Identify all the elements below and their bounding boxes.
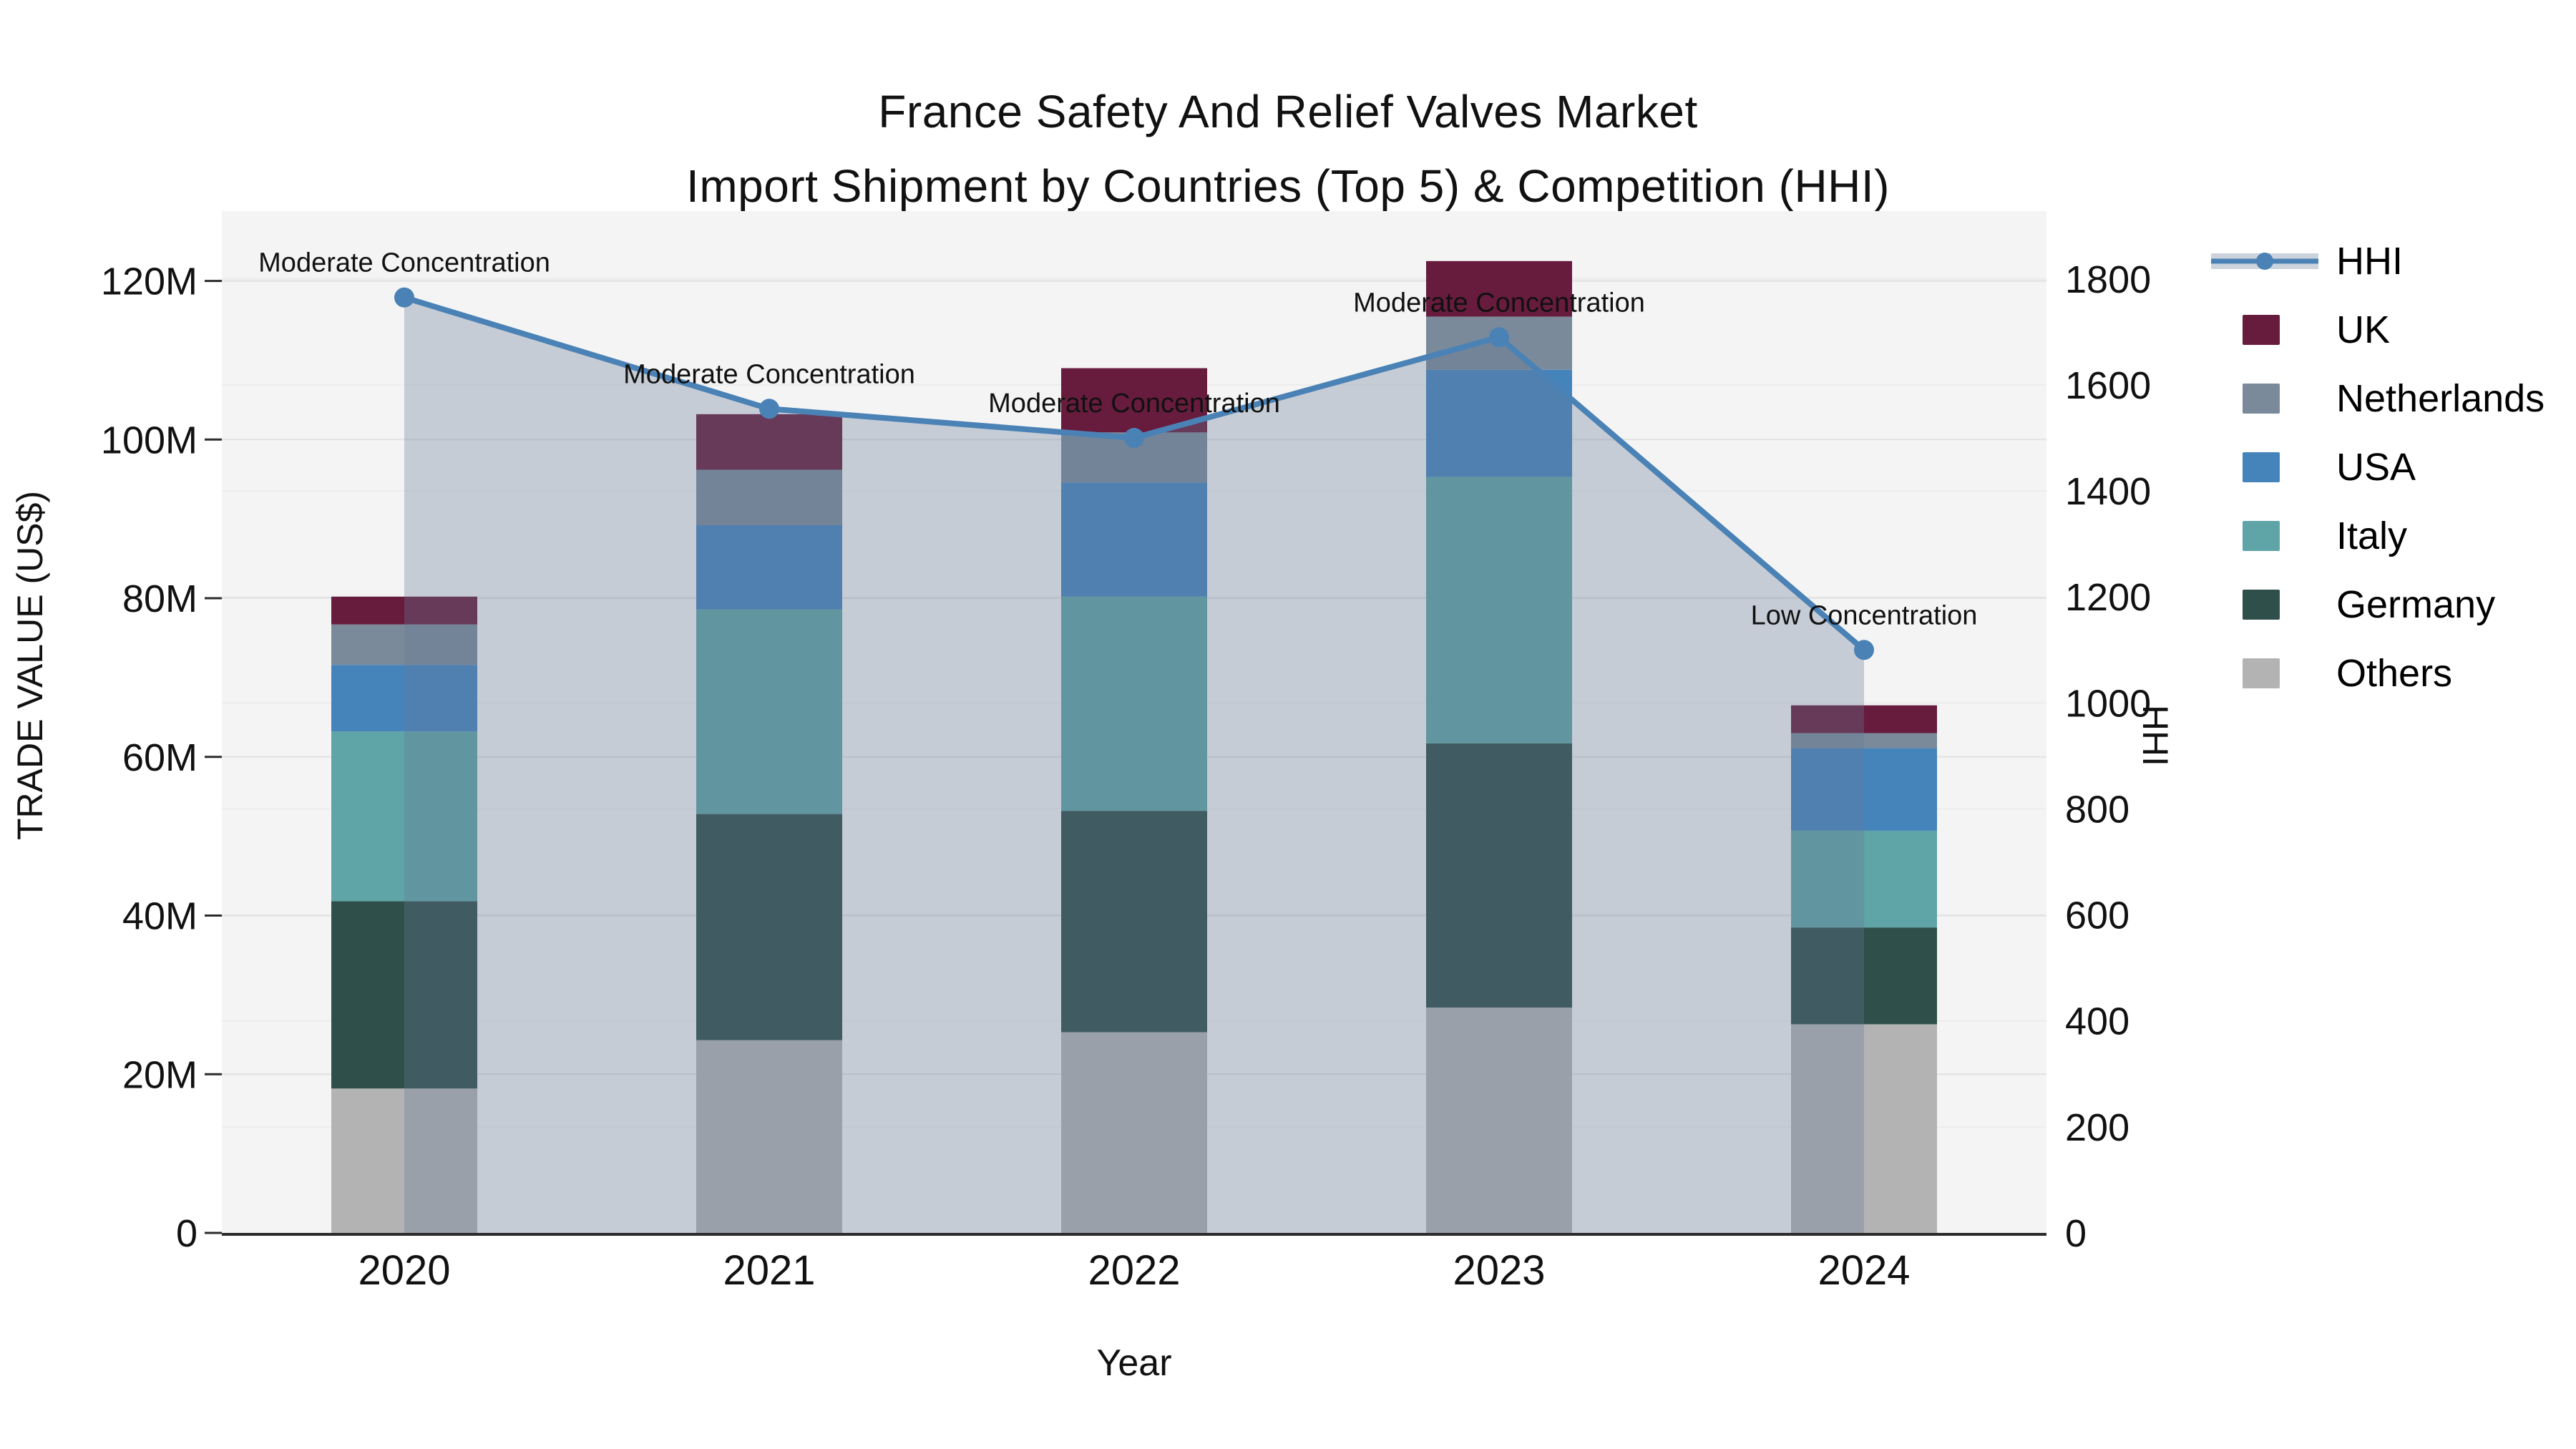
hhi-point-2023[interactable] (1489, 327, 1509, 348)
chart-title-line1: France Safety And Relief Valves Market (878, 86, 1698, 137)
bar-usa-2024[interactable] (1791, 748, 1937, 831)
legend-item-usa[interactable]: USA (2207, 433, 2545, 502)
bar-italy-2020[interactable] (331, 731, 477, 902)
bar-netherlands-2024[interactable] (1791, 733, 1937, 748)
bar-uk-2020[interactable] (331, 596, 477, 625)
legend-swatch-icon (2207, 658, 2322, 688)
annotation-2021: Moderate Concentration (623, 359, 915, 389)
bar-others-2021[interactable] (696, 1040, 842, 1233)
legend-item-netherlands[interactable]: Netherlands (2207, 364, 2545, 433)
bar-others-2020[interactable] (331, 1088, 477, 1233)
legend-swatch-icon (2207, 315, 2322, 345)
bar-germany-2024[interactable] (1791, 927, 1937, 1025)
bar-others-2022[interactable] (1061, 1032, 1207, 1234)
hhi-point-2024[interactable] (1854, 640, 1874, 660)
bar-germany-2023[interactable] (1426, 743, 1572, 1008)
swatch-germany (2243, 590, 2280, 620)
bar-usa-2023[interactable] (1426, 369, 1572, 477)
legend-label-usa: USA (2336, 446, 2416, 489)
y-axis-title-left: TRADE VALUE (US$) (10, 490, 50, 841)
swatch-uk (2243, 315, 2280, 345)
x-axis-title: Year (1096, 1342, 1172, 1384)
annotation-2023: Moderate Concentration (1353, 288, 1645, 318)
annotation-2024: Low Concentration (1751, 600, 1978, 630)
bar-italy-2023[interactable] (1426, 477, 1572, 743)
x-tick-label-2021: 2021 (723, 1247, 815, 1294)
y-tick-label-right-1200: 1200 (2065, 576, 2151, 619)
legend-label-germany: Germany (2336, 583, 2496, 626)
legend-item-italy[interactable]: Italy (2207, 502, 2545, 570)
swatch-italy (2243, 521, 2280, 551)
y-tick-label-left-60M: 60M (122, 736, 197, 779)
y-tick-label-left-120M: 120M (101, 260, 197, 303)
y-tick-label-right-200: 200 (2065, 1106, 2129, 1149)
bar-uk-2023[interactable] (1426, 260, 1572, 317)
legend-label-hhi: HHI (2336, 240, 2403, 283)
legend-label-italy: Italy (2336, 514, 2408, 557)
annotation-2020: Moderate Concentration (258, 248, 550, 278)
x-tick-label-2022: 2022 (1088, 1247, 1180, 1294)
hhi-area-fill (404, 297, 1864, 1233)
y-tick-label-left-20M: 20M (122, 1053, 197, 1096)
chart-title: France Safety And Relief Valves Market I… (0, 74, 2576, 223)
legend-swatch-icon (2207, 521, 2322, 551)
x-tick-label-2023: 2023 (1453, 1247, 1545, 1294)
y-tick-label-right-1800: 1800 (2065, 258, 2151, 301)
y-tick-label-left-100M: 100M (101, 419, 197, 462)
legend-item-hhi[interactable]: HHI (2207, 227, 2545, 296)
y-tick-label-left-80M: 80M (122, 577, 197, 620)
bar-usa-2022[interactable] (1061, 482, 1207, 597)
bar-italy-2021[interactable] (696, 609, 842, 814)
x-tick-label-2024: 2024 (1818, 1247, 1910, 1294)
y-tick-label-left-0: 0 (176, 1212, 197, 1255)
bar-usa-2021[interactable] (696, 525, 842, 610)
swatch-usa (2243, 452, 2280, 482)
legend-swatch-icon (2207, 452, 2322, 482)
legend-item-others[interactable]: Others (2207, 639, 2545, 708)
x-tick-label-2020: 2020 (358, 1247, 450, 1294)
hhi-point-2022[interactable] (1124, 428, 1144, 449)
y-tick-label-right-1400: 1400 (2065, 470, 2151, 513)
bar-uk-2021[interactable] (696, 414, 842, 470)
legend-item-uk[interactable]: UK (2207, 296, 2545, 364)
y-tick-label-right-1600: 1600 (2065, 364, 2151, 407)
legend-swatch-icon (2207, 590, 2322, 620)
hhi-line-swatch-icon (2207, 245, 2322, 277)
bar-netherlands-2021[interactable] (696, 469, 842, 526)
y-axis-title-right: HHI (2135, 704, 2175, 767)
bar-germany-2020[interactable] (331, 901, 477, 1089)
bar-usa-2020[interactable] (331, 665, 477, 732)
y-tick-label-right-0: 0 (2065, 1212, 2087, 1255)
legend-swatch-icon (2207, 384, 2322, 414)
y-tick-label-right-800: 800 (2065, 788, 2129, 831)
y-tick-label-right-400: 400 (2065, 1000, 2129, 1043)
bar-uk-2024[interactable] (1791, 705, 1937, 733)
bar-others-2023[interactable] (1426, 1008, 1572, 1233)
legend-label-others: Others (2336, 652, 2453, 695)
legend-label-netherlands: Netherlands (2336, 377, 2545, 420)
swatch-netherlands (2243, 384, 2280, 414)
bar-italy-2024[interactable] (1791, 830, 1937, 928)
legend-item-germany[interactable]: Germany (2207, 570, 2545, 639)
y-tick-label-left-40M: 40M (122, 895, 197, 938)
hhi-point-2020[interactable] (394, 287, 414, 308)
y-tick-label-right-600: 600 (2065, 894, 2129, 937)
bar-germany-2022[interactable] (1061, 811, 1207, 1033)
legend: HHI UK Netherlands USA Italy Germany Others (2207, 227, 2545, 708)
bar-netherlands-2020[interactable] (331, 624, 477, 665)
legend-label-uk: UK (2336, 308, 2391, 351)
bar-italy-2022[interactable] (1061, 596, 1207, 811)
bar-germany-2021[interactable] (696, 814, 842, 1040)
swatch-others (2243, 658, 2280, 688)
hhi-point-2021[interactable] (759, 399, 779, 419)
bar-others-2024[interactable] (1791, 1024, 1937, 1233)
annotation-2022: Moderate Concentration (988, 389, 1280, 419)
chart-title-line2: Import Shipment by Countries (Top 5) & C… (686, 160, 1890, 212)
y-tick-label-right-1000: 1000 (2065, 682, 2151, 725)
